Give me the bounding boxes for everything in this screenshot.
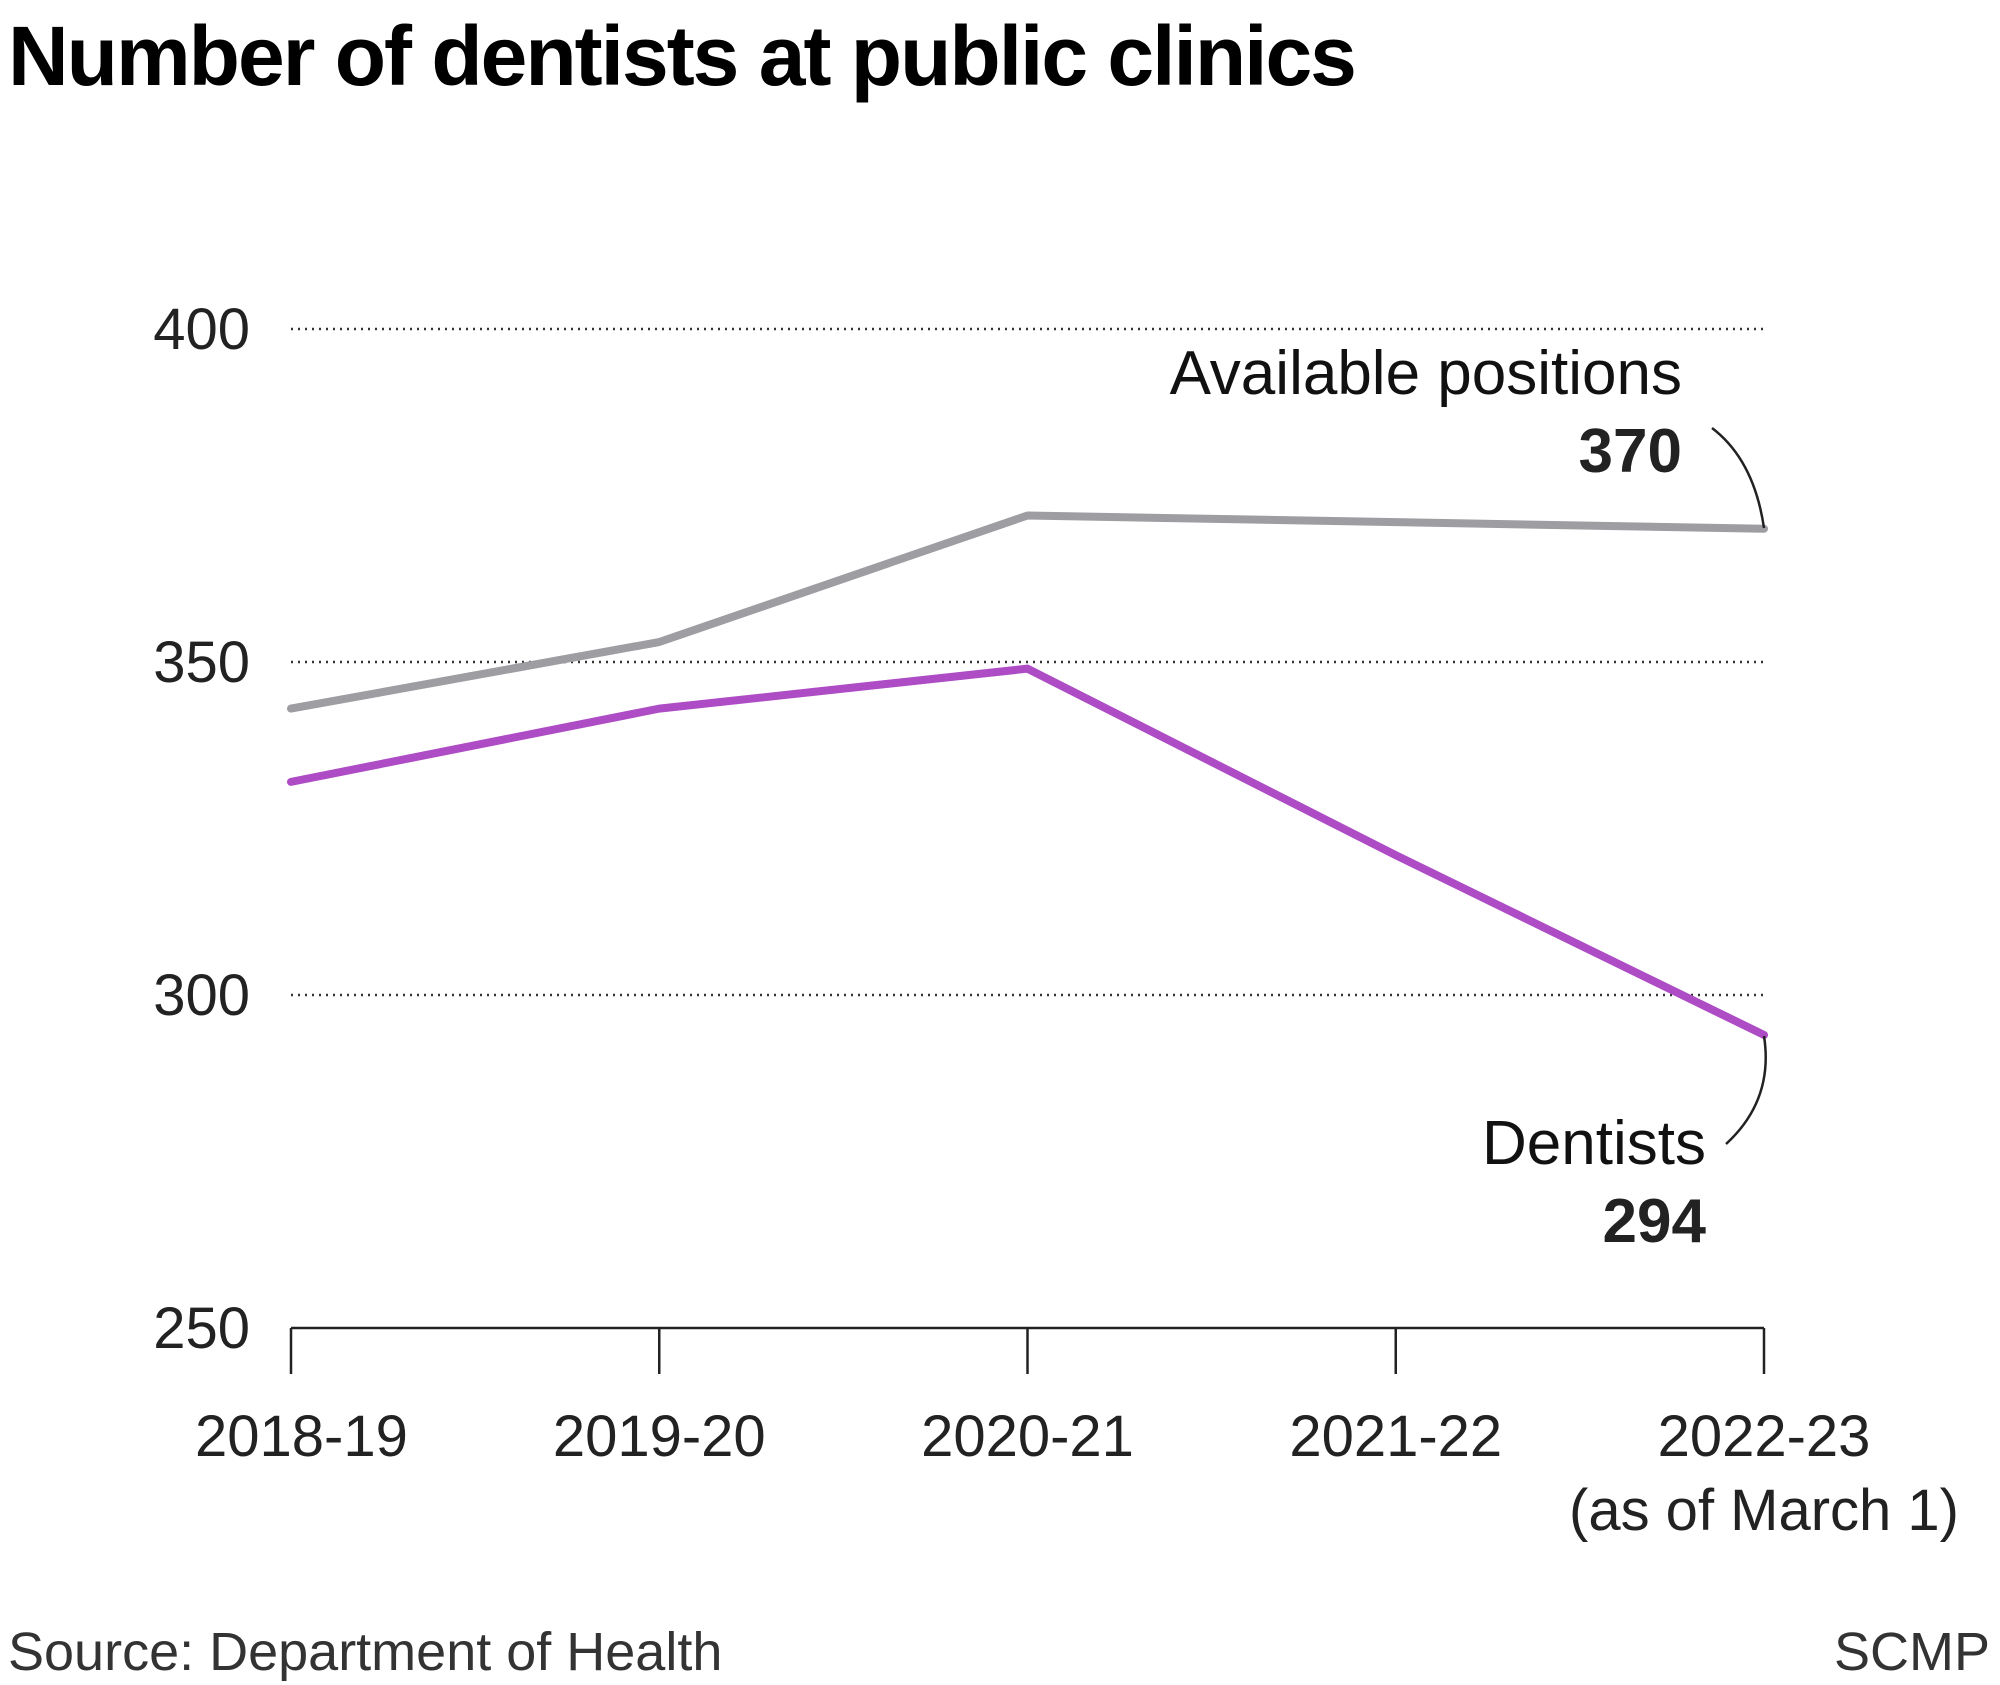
series-line-dentists [287, 664, 1768, 1039]
series-label-dentists: Dentists [1482, 1109, 1706, 1178]
series-lines [287, 511, 1768, 1039]
brand-credit: SCMP [1834, 1622, 1990, 1682]
x-tick-sublabel: (as of March 1) [1569, 1478, 1959, 1543]
chart-title: Number of dentists at public clinics [8, 9, 1355, 103]
x-tick-label: 2019-20 [553, 1404, 766, 1469]
leader-line-dentists [1725, 1035, 1767, 1145]
x-tick-label: 2020-21 [921, 1404, 1134, 1469]
x-tick-label: 2018-19 [195, 1404, 408, 1469]
y-tick-label: 300 [153, 963, 250, 1028]
series-labels: Available positions 370 Dentists 294 [1170, 339, 1767, 1256]
data-label-available-positions-end: 370 [1579, 417, 1682, 486]
series-label-available-positions: Available positions [1170, 339, 1682, 408]
leader-line-available-positions [1711, 427, 1766, 529]
y-tick-label: 400 [153, 297, 250, 362]
y-axis: 250 300 350 400 [153, 297, 250, 1361]
series-line-available-positions [287, 511, 1768, 713]
data-label-dentists-end: 294 [1603, 1187, 1707, 1256]
x-tick-label: 2022-23 [1658, 1404, 1871, 1469]
y-tick-label: 350 [153, 630, 250, 695]
source-note: Source: Department of Health [8, 1622, 722, 1682]
gridlines [291, 327, 1764, 997]
x-tick-label: 2021-22 [1289, 1404, 1502, 1469]
x-axis: 2018-19 2019-20 2020-21 2021-22 2022-23 (as o… [195, 1326, 1959, 1543]
y-tick-label: 250 [153, 1296, 250, 1361]
